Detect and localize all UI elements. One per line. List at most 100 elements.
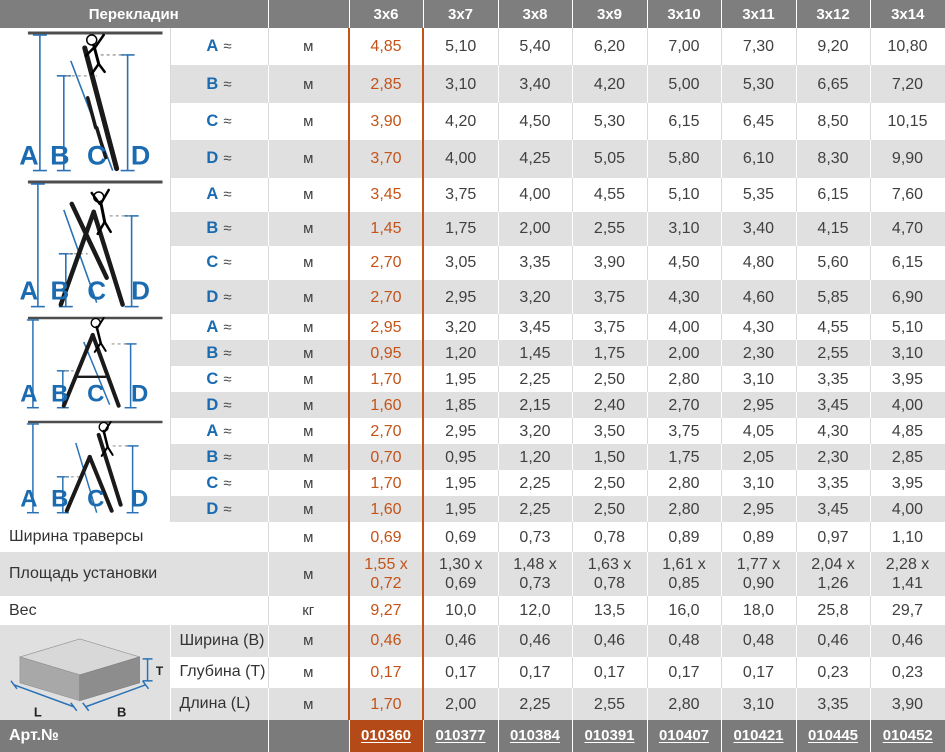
value-cell: 1,85 [423,392,499,419]
article-number-link[interactable]: 010384 [509,726,561,744]
approx-sign: ≈ [223,150,232,168]
spec-row: Глубина (Т) м 0,17 0,17 0,17 0,17 0,17 0,17 0,23… [0,656,945,689]
value-cell: 2,80 [647,496,722,523]
value-cell: 3,10 [647,211,722,246]
value-cell: 7,00 [647,28,722,66]
article-number-link[interactable]: 010377 [435,726,486,744]
value-cell: 3,45 [348,177,424,212]
article-number-link[interactable]: 010452 [882,726,933,744]
article-number-link[interactable]: 010421 [733,726,784,744]
value-cell: 4,30 [796,418,871,445]
row-label-cell: Длина (L) [170,688,269,720]
spec-row: D ≈ м 2,70 2,95 3,20 3,75 4,30 4,60 5,85 6,90 [0,279,945,315]
value-cell: 6,10 [721,140,797,178]
value-cell: 29,7 [870,596,945,626]
approx-sign: ≈ [223,344,232,362]
value-cell: 3,20 [423,314,499,341]
value-cell: 4,55 [796,314,871,341]
spec-row: C ≈ м 2,70 3,05 3,35 3,90 4,50 4,80 5,60 6,15 [0,245,945,280]
dimension-label-cell: C ≈ [170,366,269,393]
unit-cell: м [268,522,350,553]
svg-text:B: B [50,277,69,305]
article-number-link[interactable]: 010391 [584,726,635,744]
value-cell: 9,20 [796,28,871,66]
dimension-letter: A [206,37,219,56]
article-number-cell: 010391 [572,719,648,752]
value-cell: 2,70 [348,279,424,315]
value-cell: 3,45 [796,496,871,523]
dimension-label-cell: A ≈ [170,314,269,341]
article-number-link[interactable]: 010407 [658,726,710,744]
dimension-letter: C [206,111,219,130]
header-col-3x14: 3x14 [870,0,945,28]
row-label-cell: Глубина (Т) [170,656,269,689]
article-number-cell: 010377 [423,719,499,752]
header-col-3x12: 3x12 [796,0,871,28]
value-cell: 1,63 x 0,78 [572,552,648,597]
article-number-cell: 010360 [349,719,424,752]
value-cell: 10,0 [423,596,499,626]
value-cell: 3,10 [870,340,945,367]
value-cell: 2,95 [721,392,797,419]
value-cell: 3,50 [572,418,648,445]
approx-sign: ≈ [223,254,232,272]
value-cell: 1,30 x 0,69 [423,552,499,597]
spec-row: B ≈ м 0,95 1,20 1,45 1,75 2,00 2,30 2,55 3,10 [0,340,945,367]
value-cell: 0,17 [647,656,722,689]
value-cell: 2,85 [348,65,424,103]
article-number-cell: 010421 [721,719,797,752]
value-cell: 3,45 [796,392,871,419]
unit-cell: м [268,28,350,66]
approx-sign: ≈ [223,500,232,518]
value-cell: 4,30 [647,279,722,315]
article-number-link[interactable]: 010360 [360,726,412,744]
value-cell: 5,05 [572,140,648,178]
svg-text:C: C [87,486,104,513]
value-cell: 4,15 [796,211,871,246]
value-cell: 5,10 [870,314,945,341]
value-cell: 4,00 [870,392,945,419]
value-cell: 3,35 [796,470,871,497]
dimension-label-cell: C ≈ [170,470,269,497]
value-cell: 6,45 [721,102,797,141]
dimension-letter: A [206,317,219,336]
value-cell: 4,70 [870,211,945,246]
article-number-link[interactable]: 010445 [807,726,859,744]
dimension-letter: B [206,219,219,238]
unit-cell: м [268,140,350,178]
svg-text:D: D [131,486,148,513]
value-cell: 1,75 [572,340,648,367]
value-cell: 4,85 [870,418,945,445]
header-col-3x7: 3x7 [423,0,499,28]
value-cell: 2,80 [647,366,722,393]
value-cell: 4,30 [721,314,797,341]
dimension-letter: B [206,447,219,466]
value-cell: 2,70 [348,245,424,280]
value-cell: 0,89 [647,522,722,553]
value-cell: 2,80 [647,688,722,720]
unit-cell: м [268,688,350,720]
value-cell: 0,69 [423,522,499,553]
value-cell: 2,25 [498,470,573,497]
spec-row: B ≈ м 0,70 0,95 1,20 1,50 1,75 2,05 2,30 2,85 [0,444,945,471]
value-cell: 0,46 [870,625,945,657]
value-cell: 16,0 [647,596,722,626]
value-cell: 5,30 [572,102,648,141]
value-cell: 1,55 x 0,72 [348,552,424,597]
spec-row: Площадь установки м 1,55 x 0,72 1,30 x 0,69… [0,552,945,597]
value-cell: 3,95 [870,470,945,497]
value-cell: 6,20 [572,28,648,66]
value-cell: 1,45 [348,211,424,246]
dimension-label-cell: D ≈ [170,140,269,178]
value-cell: 3,75 [572,314,648,341]
value-cell: 4,00 [870,496,945,523]
value-cell: 1,75 [423,211,499,246]
unit-cell: м [268,470,350,497]
dimension-label-cell: D ≈ [170,496,269,523]
